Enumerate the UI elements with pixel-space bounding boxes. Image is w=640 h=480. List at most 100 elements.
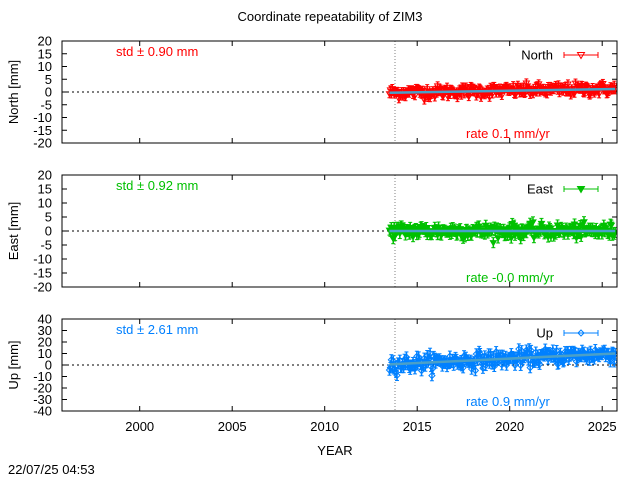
y-tick-label: 20	[38, 34, 52, 49]
data-point	[516, 236, 525, 243]
y-tick-label: -20	[33, 280, 52, 295]
legend-marker	[577, 329, 585, 337]
y-tick-label: -10	[33, 252, 52, 267]
data-point	[527, 346, 535, 355]
data-point	[411, 365, 419, 373]
data-point	[457, 92, 466, 100]
y-tick-label: -10	[33, 110, 52, 125]
data-point	[449, 361, 458, 369]
legend-label: East	[527, 182, 553, 197]
data-point	[497, 92, 506, 100]
x-tick-label: 2010	[310, 419, 339, 434]
y-axis-label: East [mm]	[6, 202, 21, 261]
y-tick-label: 5	[45, 210, 52, 225]
data-point	[580, 219, 588, 226]
y-tick-label: -10	[33, 369, 52, 384]
data-point	[426, 349, 434, 358]
rate-annotation: rate 0.1 mm/yr	[466, 126, 550, 141]
y-tick-label: -20	[33, 381, 52, 396]
data-point	[607, 222, 616, 230]
data-point	[529, 219, 537, 226]
y-tick-label: 5	[45, 72, 52, 87]
x-axis-label: YEAR	[317, 443, 352, 458]
data-point	[564, 81, 572, 88]
data-point	[471, 366, 480, 375]
y-tick-label: 20	[38, 335, 52, 350]
y-tick-label: -15	[33, 123, 52, 138]
data-point	[526, 363, 534, 372]
y-axis-label: North [mm]	[6, 60, 21, 124]
trend-line	[389, 352, 616, 366]
data-point	[610, 358, 617, 366]
data-point	[561, 84, 569, 91]
y-tick-label: 20	[38, 168, 52, 183]
x-tick-label: 2020	[495, 419, 524, 434]
data-point	[392, 368, 400, 377]
x-tick-label: 2015	[403, 419, 432, 434]
y-tick-label: -15	[33, 266, 52, 281]
data-points	[385, 343, 617, 382]
y-tick-label: 10	[38, 346, 52, 361]
panel-frame	[61, 318, 618, 412]
legend-north: North	[521, 48, 599, 63]
y-tick-label: -40	[33, 404, 52, 419]
rate-annotation: rate -0.0 mm/yr	[466, 270, 555, 285]
x-tick-label: 2000	[125, 419, 154, 434]
y-tick-label: 0	[45, 358, 52, 373]
data-point	[393, 371, 401, 380]
legend-label: North	[521, 48, 553, 63]
y-tick-label: 15	[38, 46, 52, 61]
data-point	[489, 240, 498, 247]
y-tick-label: 15	[38, 182, 52, 197]
y-tick-label: 0	[45, 85, 52, 100]
data-point	[598, 81, 607, 88]
y-tick-label: 10	[38, 59, 52, 74]
legend-up: Up	[536, 326, 599, 341]
data-points	[385, 216, 617, 249]
data-point	[429, 364, 437, 373]
std-annotation: std ± 0.92 mm	[116, 178, 198, 193]
chart-title: Coordinate repeatability of ZIM3	[238, 9, 423, 24]
data-point	[411, 93, 419, 100]
legend-marker	[576, 52, 586, 60]
data-point	[577, 233, 586, 241]
timestamp: 22/07/25 04:53	[8, 462, 95, 477]
panel-frame	[61, 40, 618, 144]
legend-marker	[576, 186, 586, 194]
panel-frame	[61, 174, 618, 288]
data-points	[385, 78, 617, 105]
y-tick-label: 0	[45, 224, 52, 239]
y-tick-label: -20	[33, 136, 52, 151]
y-tick-label: -5	[40, 97, 52, 112]
std-annotation: std ± 0.90 mm	[116, 44, 198, 59]
y-tick-label: -5	[40, 238, 52, 253]
data-point	[403, 358, 412, 367]
data-point	[464, 94, 473, 101]
y-tick-label: 10	[38, 196, 52, 211]
data-point	[534, 358, 543, 367]
data-point	[595, 91, 603, 98]
x-tick-labels: 2000 2005 2010 2015 2020 2025	[125, 419, 616, 434]
y-tick-label: 40	[38, 312, 52, 327]
legend-label: Up	[536, 326, 553, 341]
data-point	[467, 365, 476, 373]
x-tick-label: 2005	[218, 419, 247, 434]
trend-line	[389, 87, 616, 95]
data-point	[570, 90, 579, 98]
std-annotation: std ± 2.61 mm	[116, 322, 198, 337]
y-tick-label: 30	[38, 323, 52, 338]
x-tick-label: 2025	[588, 419, 617, 434]
legend-east: East	[527, 182, 599, 197]
data-point	[552, 346, 561, 355]
data-point	[535, 360, 544, 368]
y-tick-label: -30	[33, 392, 52, 407]
data-point	[428, 371, 436, 380]
y-axis-label: Up [mm]	[6, 340, 21, 389]
rate-annotation: rate 0.9 mm/yr	[466, 394, 550, 409]
